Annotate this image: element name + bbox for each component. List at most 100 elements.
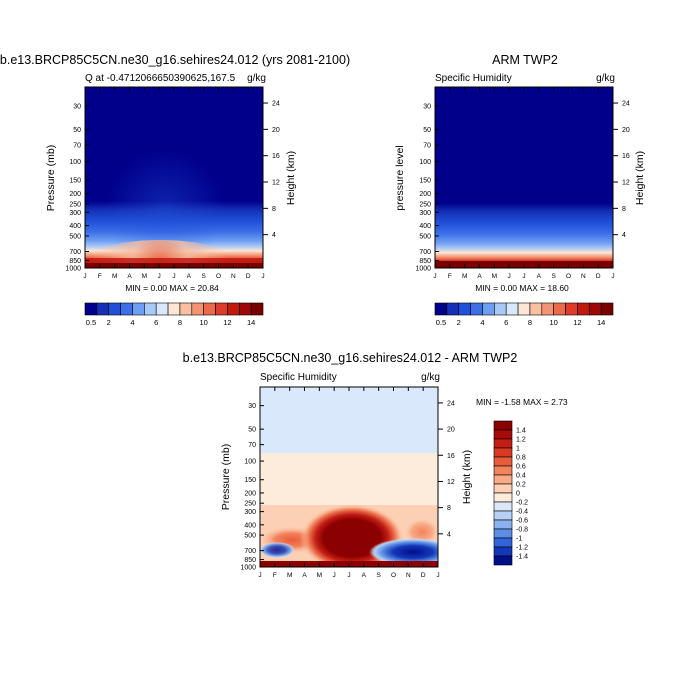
pressure-tick-label: 300	[419, 210, 431, 217]
panel-model-ylabel-right: Height (km)	[285, 151, 297, 205]
month-tick-label: A	[477, 273, 482, 280]
panel-obs-height-axis: 24 20 16 12 8 4	[613, 101, 630, 239]
colorbar-swatch	[529, 302, 543, 316]
colorbar-swatch	[505, 302, 519, 316]
colorbar-swatch	[482, 302, 495, 316]
pressure-tick-label: 30	[423, 103, 431, 110]
month-tick-label: J	[83, 273, 86, 280]
month-tick-label: O	[391, 572, 396, 579]
colorbar-label: -1.2	[516, 545, 528, 552]
height-tick-label: 4	[622, 232, 626, 239]
panel-obs-colorbar: 0.5 2 4 6 8 10 12 14	[434, 302, 614, 327]
colorbar-label: 0.5	[86, 318, 96, 327]
panel-diff-height-axis: 24 20 16 12 8 4	[438, 400, 455, 538]
colorbar-label: 4	[480, 318, 484, 327]
colorbar-label: 4	[130, 318, 134, 327]
pressure-tick-label: 1000	[65, 266, 81, 273]
month-tick-label: F	[448, 273, 452, 280]
pressure-tick-label: 70	[248, 442, 256, 449]
month-tick-label: S	[376, 572, 381, 579]
colorbar-label: -0.2	[516, 500, 528, 507]
panel-model-subtitle-left: Q at -0.4712066650390625,167.5	[85, 73, 236, 84]
colorbar-label: 10	[199, 318, 207, 327]
month-tick-label: A	[537, 273, 542, 280]
panel-obs-subtitle-left: Specific Humidity	[435, 73, 512, 84]
colorbar-label: 1.4	[516, 428, 526, 435]
month-tick-label: M	[287, 572, 292, 579]
pressure-tick-label: 100	[419, 159, 431, 166]
colorbar-swatch	[238, 302, 252, 316]
colorbar-swatch	[167, 302, 181, 316]
panel-model: b.e13.BRCP85C5CN.ne30_g16.sehires24.012 …	[0, 53, 350, 327]
month-tick-label: A	[127, 273, 132, 280]
month-tick-label: J	[172, 273, 175, 280]
colorbar-label: 0.2	[516, 482, 526, 489]
colorbar-swatch	[120, 302, 133, 316]
month-tick-label: S	[551, 273, 556, 280]
colorbar-swatch	[588, 302, 602, 316]
panel-model-field	[85, 87, 263, 268]
colorbar-swatch	[458, 302, 471, 316]
pressure-tick-label: 700	[244, 548, 256, 555]
colorbar-label: 8	[528, 318, 532, 327]
month-tick-label: D	[596, 273, 601, 280]
pressure-tick-label: 850	[244, 557, 256, 564]
pressure-tick-label: 400	[244, 522, 256, 529]
pressure-tick-label: 300	[244, 509, 256, 516]
panel-diff-subtitle-right: g/kg	[421, 372, 440, 383]
pressure-tick-label: 50	[73, 127, 81, 134]
colorbar-label: 2	[457, 318, 461, 327]
colorbar-label: 14	[597, 318, 605, 327]
panel-diff-colorbar: 1.4 1.2 1 0.8 0.6 0.4 0.2 0 -0.2 -0.4 -0.6 -0.8 -1 -1…	[493, 420, 528, 566]
colorbar-label: 10	[549, 318, 557, 327]
colorbar-swatch	[227, 302, 240, 316]
month-tick-label: J	[433, 273, 436, 280]
colorbar-label: 1.2	[516, 437, 526, 444]
month-tick-label: A	[302, 572, 307, 579]
height-tick-label: 24	[272, 101, 280, 108]
height-tick-label: 20	[622, 127, 630, 134]
colorbar-swatch	[541, 302, 554, 316]
pressure-tick-label: 1000	[240, 565, 256, 572]
colorbar-swatch	[493, 528, 513, 539]
panel-obs-title: ARM TWP2	[492, 53, 558, 67]
pressure-tick-label: 1000	[415, 266, 431, 273]
pressure-tick-label: 100	[244, 459, 256, 466]
pressure-tick-label: 850	[69, 258, 81, 265]
colorbar-label: 0.5	[436, 318, 446, 327]
colorbar-label: -0.6	[516, 518, 528, 525]
pressure-tick-label: 200	[244, 490, 256, 497]
colorbar-swatch	[191, 302, 204, 316]
month-tick-label: M	[112, 273, 117, 280]
panel-diff-subtitle-left: Specific Humidity	[260, 372, 337, 383]
panel-obs-field	[435, 87, 613, 268]
panel-model-title: b.e13.BRCP85C5CN.ne30_g16.sehires24.012 …	[0, 53, 350, 67]
height-tick-label: 24	[622, 101, 630, 108]
colorbar-swatch	[155, 302, 169, 316]
pressure-tick-label: 30	[248, 403, 256, 410]
panel-model-subtitle-right: g/kg	[247, 73, 266, 84]
panel-diff-field	[260, 387, 438, 567]
colorbar-swatch	[493, 537, 513, 548]
colorbar-swatch	[493, 465, 513, 476]
pressure-tick-label: 200	[69, 191, 81, 198]
month-tick-label: J	[611, 273, 614, 280]
month-tick-label: N	[406, 572, 411, 579]
height-tick-label: 20	[447, 427, 455, 434]
pressure-tick-label: 150	[244, 477, 256, 484]
height-tick-label: 4	[447, 531, 451, 538]
colorbar-label: -1	[516, 536, 522, 543]
pressure-tick-label: 70	[423, 142, 431, 149]
colorbar-swatch	[144, 302, 157, 316]
colorbar-label: 6	[504, 318, 508, 327]
colorbar-label: 14	[247, 318, 255, 327]
colorbar-swatch	[493, 555, 513, 566]
month-tick-label: M	[462, 273, 467, 280]
pressure-tick-label: 50	[248, 427, 256, 434]
pressure-tick-label: 70	[73, 142, 81, 149]
